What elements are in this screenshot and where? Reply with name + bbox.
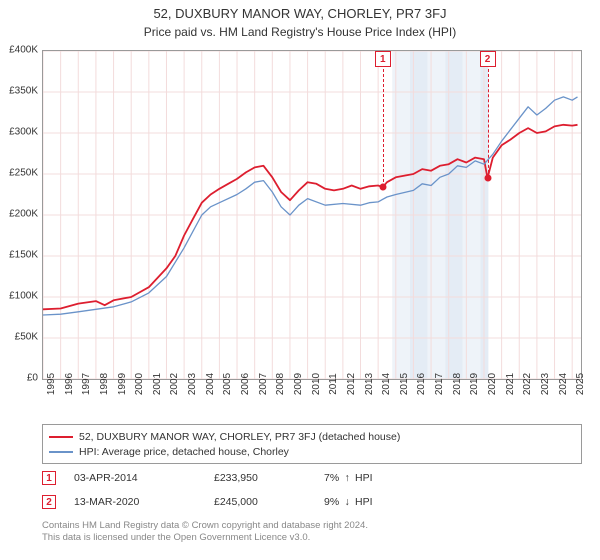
- x-axis-tick-label: 2002: [169, 373, 180, 395]
- x-axis-tick-label: 2020: [487, 373, 498, 395]
- y-axis-tick-label: £0: [27, 373, 38, 384]
- y-axis-tick-label: £400K: [9, 45, 38, 56]
- y-axis-tick-label: £50K: [15, 332, 38, 343]
- y-axis-tick-label: £350K: [9, 86, 38, 97]
- x-axis-tick-label: 1997: [81, 373, 92, 395]
- event-marker-dot: [484, 175, 491, 182]
- x-axis-tick-label: 2023: [540, 373, 551, 395]
- legend-label: HPI: Average price, detached house, Chor…: [79, 446, 289, 458]
- y-axis-tick-label: £250K: [9, 168, 38, 179]
- x-axis-tick-label: 2010: [311, 373, 322, 395]
- event-marker-dot: [379, 184, 386, 191]
- x-axis-tick-label: 2009: [293, 373, 304, 395]
- y-axis-tick-label: £150K: [9, 250, 38, 261]
- x-axis-tick-label: 2013: [364, 373, 375, 395]
- x-axis-tick-label: 1996: [64, 373, 75, 395]
- x-axis-tick-label: 2017: [434, 373, 445, 395]
- footer-line: Contains HM Land Registry data © Crown c…: [42, 520, 582, 532]
- x-axis-tick-label: 2015: [399, 373, 410, 395]
- event-marker-line: [488, 69, 489, 178]
- x-axis-tick-label: 2001: [152, 373, 163, 395]
- x-axis-tick-label: 2011: [328, 373, 339, 395]
- sale-vs-hpi: 9% ↓ HPI: [324, 496, 454, 508]
- x-axis-tick-label: 2008: [275, 373, 286, 395]
- y-axis-tick-label: £100K: [9, 291, 38, 302]
- table-row: 2 13-MAR-2020 £245,000 9% ↓ HPI: [42, 490, 582, 514]
- x-axis-tick-label: 2014: [381, 373, 392, 395]
- sale-date: 13-MAR-2020: [74, 496, 214, 508]
- footer-attribution: Contains HM Land Registry data © Crown c…: [42, 520, 582, 545]
- x-axis-tick-label: 2004: [205, 373, 216, 395]
- x-axis-tick-label: 2018: [452, 373, 463, 395]
- chart-svg: [43, 51, 581, 379]
- event-marker-line: [383, 69, 384, 187]
- x-axis-tick-label: 2005: [222, 373, 233, 395]
- x-axis-tick-label: 2000: [134, 373, 145, 395]
- legend-item: HPI: Average price, detached house, Chor…: [49, 444, 575, 459]
- x-axis-tick-label: 2019: [469, 373, 480, 395]
- table-row: 1 03-APR-2014 £233,950 7% ↑ HPI: [42, 466, 582, 490]
- legend-swatch: [49, 436, 73, 438]
- sale-marker-icon: 1: [42, 471, 56, 485]
- x-axis-tick-label: 2021: [505, 373, 516, 395]
- x-axis-tick-label: 2012: [346, 373, 357, 395]
- x-axis-tick-label: 2006: [240, 373, 251, 395]
- title-address: 52, DUXBURY MANOR WAY, CHORLEY, PR7 3FJ: [0, 0, 600, 21]
- sale-price: £245,000: [214, 496, 324, 508]
- sale-date: 03-APR-2014: [74, 472, 214, 484]
- chart-plot-area: 12: [42, 50, 582, 380]
- sale-vs-hpi: 7% ↑ HPI: [324, 472, 454, 484]
- arrow-down-icon: ↓: [342, 496, 352, 508]
- x-axis-tick-label: 2024: [558, 373, 569, 395]
- x-axis-tick-label: 1998: [99, 373, 110, 395]
- x-axis-tick-label: 1995: [46, 373, 57, 395]
- x-axis-tick-label: 2025: [575, 373, 586, 395]
- y-axis-tick-label: £200K: [9, 209, 38, 220]
- x-axis-tick-label: 2007: [258, 373, 269, 395]
- x-axis-tick-label: 2016: [416, 373, 427, 395]
- x-axis-tick-label: 1999: [117, 373, 128, 395]
- legend-swatch: [49, 451, 73, 453]
- sale-price: £233,950: [214, 472, 324, 484]
- x-axis-tick-label: 2003: [187, 373, 198, 395]
- sales-table: 1 03-APR-2014 £233,950 7% ↑ HPI 2 13-MAR…: [42, 466, 582, 514]
- event-marker-box: 2: [480, 51, 496, 67]
- event-marker-box: 1: [375, 51, 391, 67]
- title-subtitle: Price paid vs. HM Land Registry's House …: [0, 21, 600, 39]
- legend-item: 52, DUXBURY MANOR WAY, CHORLEY, PR7 3FJ …: [49, 429, 575, 444]
- footer-line: This data is licensed under the Open Gov…: [42, 532, 582, 544]
- sale-marker-icon: 2: [42, 495, 56, 509]
- x-axis-tick-label: 2022: [522, 373, 533, 395]
- legend-label: 52, DUXBURY MANOR WAY, CHORLEY, PR7 3FJ …: [79, 431, 400, 443]
- arrow-up-icon: ↑: [342, 472, 352, 484]
- y-axis-tick-label: £300K: [9, 127, 38, 138]
- legend: 52, DUXBURY MANOR WAY, CHORLEY, PR7 3FJ …: [42, 424, 582, 464]
